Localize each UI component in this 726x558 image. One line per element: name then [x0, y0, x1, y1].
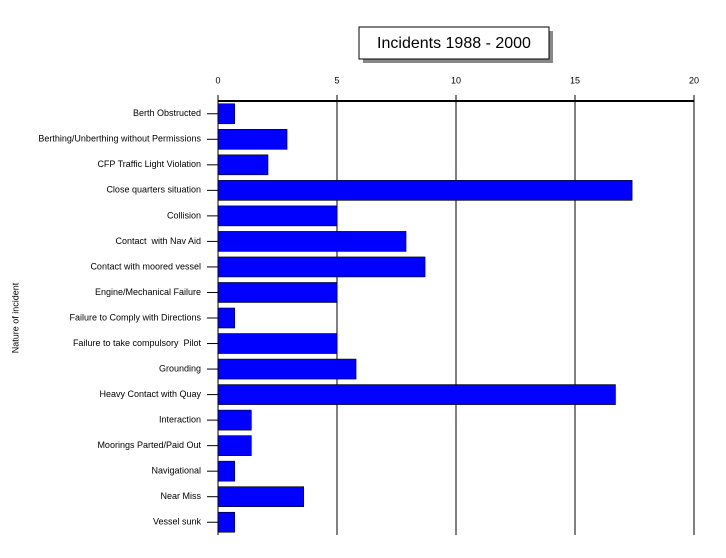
y-tick-label: Contact with Nav Aid	[115, 236, 201, 246]
y-tick-label: Vessel sunk	[153, 517, 202, 527]
bar	[217, 358, 357, 380]
title-box	[358, 26, 550, 60]
x-tick-label: 20	[689, 75, 699, 85]
bar	[217, 486, 304, 508]
x-tick-label: 5	[334, 75, 339, 85]
bar	[217, 384, 616, 405]
y-axis-label: Nature of incident	[10, 282, 20, 353]
y-tick-label: Berthing/Unberthing without Permissions	[38, 134, 201, 144]
y-tick-label: Navigational	[151, 466, 201, 476]
y-tick-label: Collision	[167, 210, 201, 220]
bar	[217, 409, 252, 431]
bar	[217, 307, 235, 329]
bar	[217, 205, 338, 227]
y-tick-label: CFP Traffic Light Violation	[97, 159, 201, 169]
x-tick-label: 10	[451, 75, 461, 85]
bar	[217, 180, 633, 201]
bar	[217, 333, 338, 354]
bar	[217, 231, 407, 252]
x-tick-label: 0	[215, 75, 220, 85]
y-tick-label: Near Miss	[160, 491, 201, 501]
bar	[217, 256, 426, 278]
y-tick-label: Failure to take compulsory Pilot	[73, 338, 202, 348]
y-tick-label: Close quarters situation	[106, 185, 201, 195]
bar	[217, 460, 235, 482]
y-tick-label: Moorings Parted/Paid Out	[97, 440, 201, 450]
bar	[217, 282, 338, 303]
bar	[217, 511, 235, 533]
y-tick-label: Contact with moored vessel	[90, 261, 201, 271]
y-tick-label: Grounding	[159, 363, 201, 373]
y-tick-label: Engine/Mechanical Failure	[95, 287, 201, 297]
y-tick-label: Berth Obstructed	[133, 108, 201, 118]
x-tick-label: 15	[570, 75, 580, 85]
y-tick-label: Failure to Comply with Directions	[69, 312, 201, 322]
chart-title: Incidents 1988 - 2000	[377, 35, 531, 52]
bar	[217, 128, 288, 150]
y-tick-label: Heavy Contact with Quay	[99, 389, 201, 399]
bar	[217, 435, 252, 456]
bar	[217, 103, 235, 125]
bar	[217, 154, 269, 176]
y-tick-label: Interaction	[159, 414, 201, 424]
